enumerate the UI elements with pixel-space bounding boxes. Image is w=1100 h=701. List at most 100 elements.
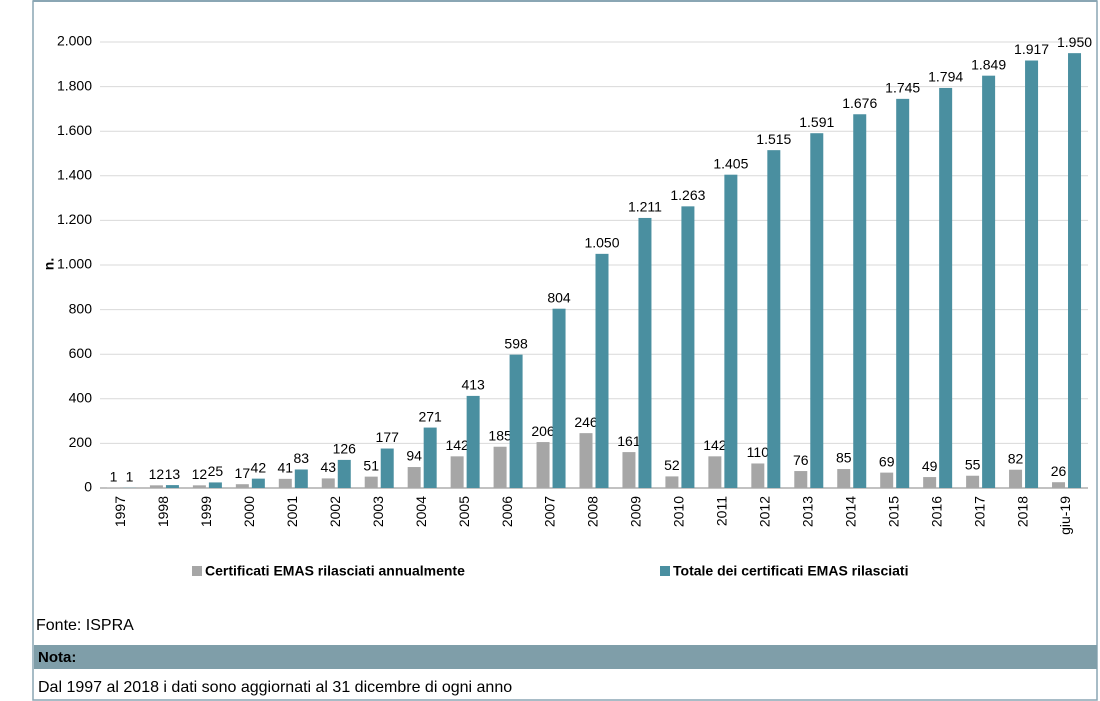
value-label: 142 <box>445 437 469 453</box>
x-tick-label: 2007 <box>542 496 558 527</box>
bar <box>595 253 609 488</box>
y-axis-label: n. <box>41 258 57 270</box>
bar <box>450 456 464 488</box>
x-tick-label: 2006 <box>499 496 515 527</box>
bar <box>794 471 808 488</box>
bar <box>321 478 335 488</box>
x-tick-label: 2003 <box>370 496 386 527</box>
y-tick-label: 1.200 <box>57 211 92 227</box>
value-label: 1.745 <box>885 80 920 96</box>
bar <box>923 477 937 488</box>
y-tick-label: 800 <box>69 300 93 316</box>
bar <box>724 174 738 488</box>
bar <box>896 98 910 489</box>
bar <box>1025 60 1039 488</box>
value-label: 1.849 <box>971 56 1006 72</box>
value-label: 55 <box>965 456 981 472</box>
x-tick-label: 2016 <box>928 496 944 527</box>
bar <box>192 485 206 488</box>
value-label: 413 <box>461 377 485 393</box>
note-band <box>34 645 1097 669</box>
value-label: 83 <box>294 450 310 466</box>
bar <box>235 484 249 488</box>
value-label: 1.591 <box>799 114 834 130</box>
bar <box>294 469 308 488</box>
value-label: 42 <box>251 459 267 475</box>
bar <box>337 459 351 488</box>
value-label: 804 <box>547 289 571 305</box>
bar <box>536 442 550 488</box>
bar <box>622 452 636 488</box>
value-label: 52 <box>664 457 680 473</box>
value-label: 51 <box>363 457 379 473</box>
value-label: 13 <box>165 466 181 482</box>
value-label: 246 <box>574 414 598 430</box>
bar <box>165 485 179 488</box>
value-label: 185 <box>488 427 512 443</box>
bar <box>638 217 652 488</box>
bar <box>149 485 163 488</box>
value-label: 110 <box>747 444 770 460</box>
value-label: 82 <box>1008 450 1024 466</box>
bar <box>837 469 851 488</box>
value-label: 12 <box>149 466 165 482</box>
y-tick-label: 1.400 <box>57 167 92 183</box>
legend-label: Certificati EMAS rilasciati annualmente <box>205 563 465 579</box>
bar <box>966 475 980 488</box>
value-label: 26 <box>1051 463 1067 479</box>
bar <box>708 456 722 488</box>
bar <box>364 476 378 488</box>
value-label: 1.917 <box>1014 41 1049 57</box>
y-tick-label: 400 <box>69 390 93 406</box>
x-tick-label: 2012 <box>757 496 773 527</box>
x-tick-label: 2002 <box>327 496 343 527</box>
x-tick-label: 2009 <box>628 496 644 527</box>
x-tick-label: giu-19 <box>1057 496 1073 535</box>
y-tick-label: 1.800 <box>57 77 92 93</box>
bar <box>278 478 292 488</box>
legend-swatch <box>660 566 670 576</box>
value-label: 177 <box>376 429 400 445</box>
x-tick-label: 2011 <box>714 496 730 526</box>
value-label: 271 <box>418 408 442 424</box>
legend-swatch <box>192 566 202 576</box>
value-label: 206 <box>531 423 555 439</box>
note: Dal 1997 al 2018 i dati sono aggiornati … <box>38 679 512 696</box>
bar <box>853 114 867 488</box>
x-tick-label: 1997 <box>112 496 128 527</box>
value-label: 1.263 <box>670 187 705 203</box>
value-label: 1 <box>110 468 118 484</box>
bar <box>466 395 480 488</box>
value-label: 1.794 <box>928 69 963 85</box>
bar <box>767 150 781 488</box>
bar <box>665 476 679 488</box>
value-label: 1.211 <box>628 199 662 215</box>
value-label: 1.050 <box>584 235 619 251</box>
y-tick-label: 2.000 <box>57 33 92 49</box>
value-label: 85 <box>836 450 852 466</box>
bar <box>982 75 996 488</box>
value-label: 161 <box>617 433 641 449</box>
value-label: 69 <box>879 453 895 469</box>
x-tick-label: 2004 <box>413 496 429 527</box>
bar <box>681 206 695 488</box>
x-tick-label: 2017 <box>971 496 987 527</box>
bar <box>251 478 265 488</box>
note-title: Nota: <box>38 649 76 666</box>
x-tick-label: 2001 <box>284 496 300 527</box>
value-label: 17 <box>235 465 251 481</box>
bar <box>407 467 421 488</box>
x-tick-label: 2018 <box>1014 496 1030 527</box>
value-label: 1.950 <box>1057 34 1092 50</box>
source: Fonte: ISPRA <box>36 617 134 634</box>
value-label: 126 <box>333 441 357 457</box>
bar <box>509 354 523 488</box>
x-tick-label: 1998 <box>155 496 171 527</box>
x-tick-label: 1999 <box>198 496 214 527</box>
value-label: 598 <box>504 335 528 351</box>
legend-label: Totale dei certificati EMAS rilasciati <box>673 563 908 579</box>
value-label: 41 <box>278 460 294 476</box>
value-label: 1 <box>126 468 134 484</box>
value-label: 142 <box>703 437 727 453</box>
